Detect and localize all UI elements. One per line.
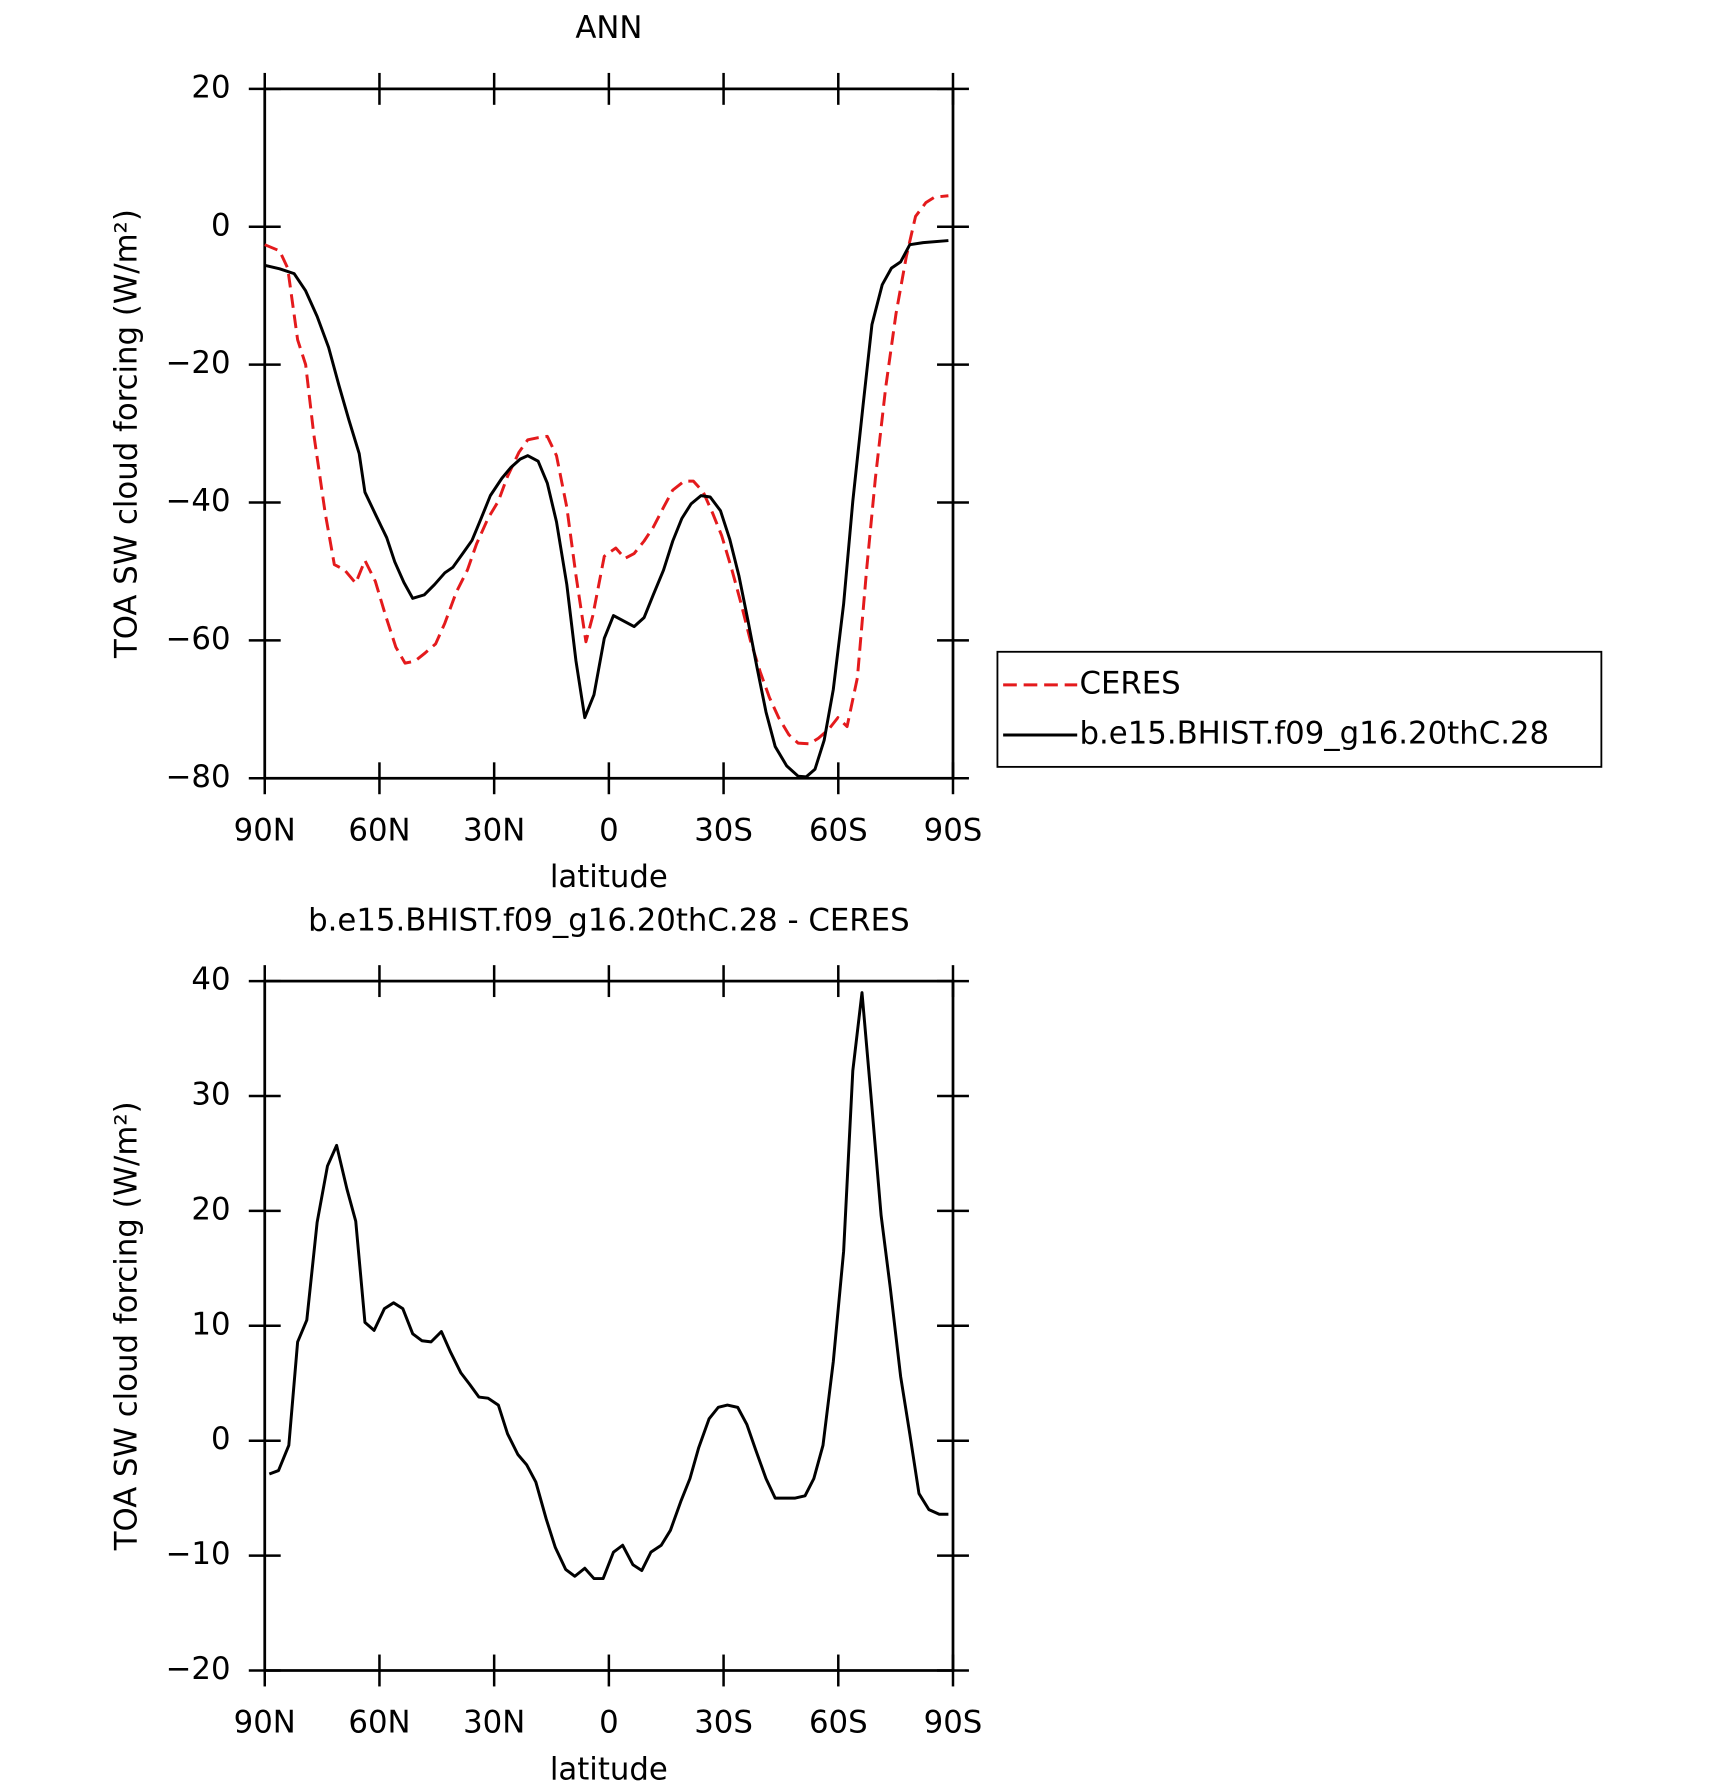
x-tick-label: 60N [348,1705,410,1741]
chart-title: ANN [575,10,642,46]
y-tick-label: −80 [166,759,231,795]
series-line [264,239,949,779]
y-tick-label: −40 [166,483,231,519]
series-line [264,194,949,746]
y-tick-label: 20 [191,69,230,105]
y-tick-label: −20 [166,345,231,381]
legend-box [996,650,1603,768]
y-tick-label: −10 [166,1536,231,1572]
y-tick-label: 10 [191,1306,230,1342]
y-tick-label: 20 [191,1191,230,1227]
x-tick-label: 90N [234,812,296,848]
y-tick-label: 0 [211,1421,231,1457]
series-line [268,991,949,1581]
x-tick-label: 30N [463,812,525,848]
y-tick-label: −20 [166,1651,231,1687]
x-tick-label: 0 [599,812,619,848]
x-axis-label: latitude [550,1751,668,1787]
x-tick-label: 90S [924,1705,983,1741]
y-axis-label: TOA SW cloud forcing (W/m²) [109,1101,145,1551]
x-tick-label: 60S [809,1705,868,1741]
x-tick-label: 30S [694,1705,753,1741]
x-tick-label: 90N [234,1705,296,1741]
y-tick-label: 40 [191,962,230,998]
chart-title: b.e15.BHIST.f09_g16.20thC.28 - CERES [308,902,909,938]
x-tick-label: 90S [924,812,983,848]
x-axis-label: latitude [550,859,668,895]
plot-frame [263,87,955,780]
y-tick-label: −60 [166,621,231,657]
y-tick-label: 0 [211,207,231,243]
y-tick-label: 30 [191,1076,230,1112]
legend-label: b.e15.BHIST.f09_g16.20thC.28 [1079,715,1549,751]
x-tick-label: 60S [809,812,868,848]
x-tick-label: 60N [348,812,410,848]
legend-label: CERES [1079,665,1180,701]
y-axis-label: TOA SW cloud forcing (W/m²) [109,209,145,659]
x-tick-label: 30N [463,1705,525,1741]
x-tick-label: 30S [694,812,753,848]
x-tick-label: 0 [599,1705,619,1741]
